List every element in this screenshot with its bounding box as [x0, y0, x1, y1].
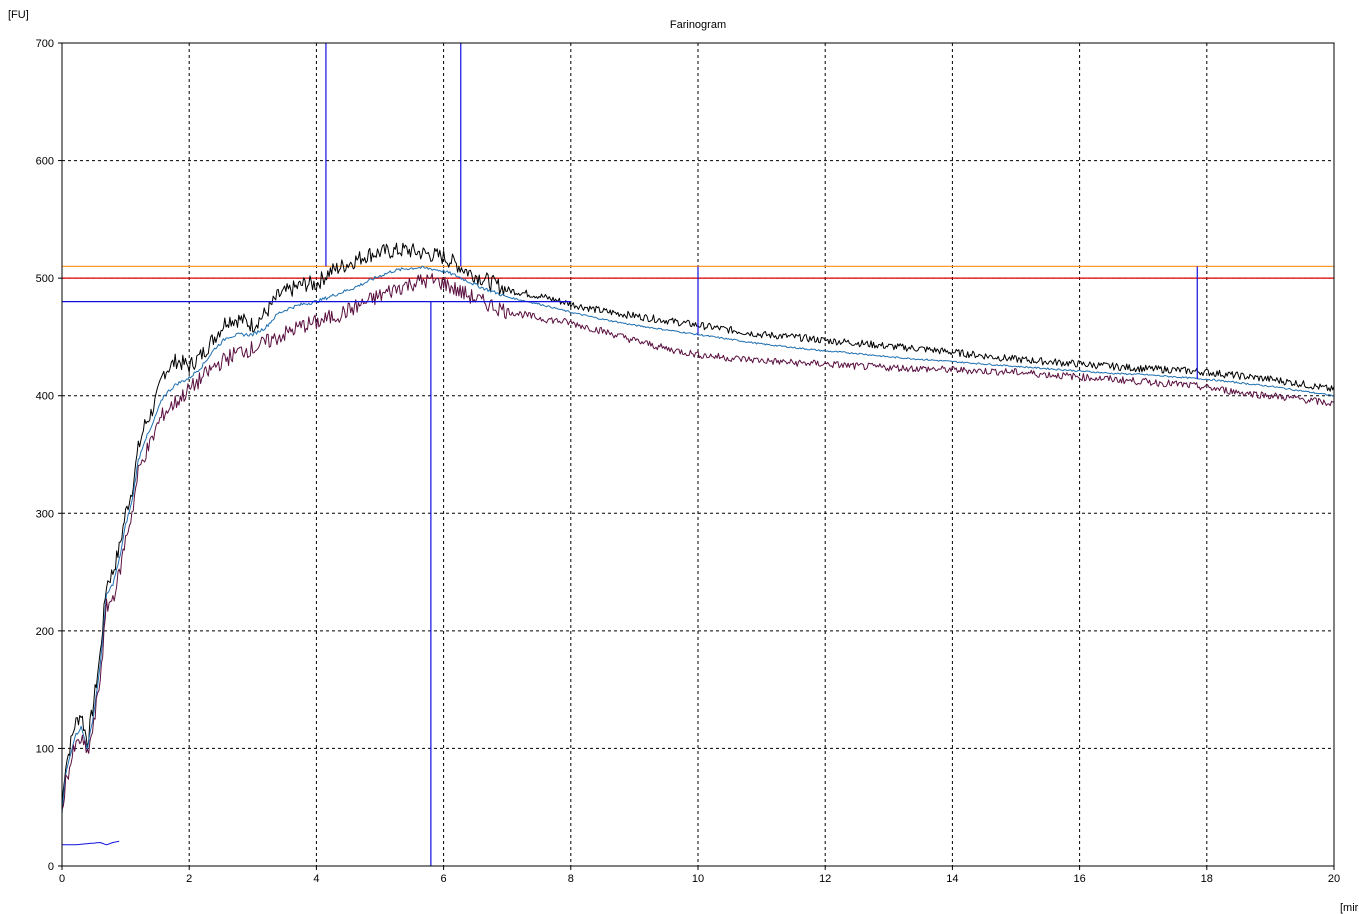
grid-lines: [62, 43, 1334, 866]
y-tick-label: 600: [36, 156, 54, 168]
series-line-marker: [62, 840, 120, 846]
plot-frame: [61, 42, 1335, 867]
x-tick-label: 12: [819, 873, 831, 885]
x-tick-label: 6: [441, 873, 447, 885]
y-axis-label: [FU]: [8, 9, 29, 21]
x-tick-label: 8: [568, 873, 574, 885]
series-line-middle: [61, 265, 1335, 814]
marker-lines: [62, 43, 1198, 866]
x-tick-label: 18: [1201, 873, 1213, 885]
y-tick-label: 300: [36, 508, 54, 520]
x-tick-label: 2: [186, 873, 192, 885]
x-tick-label: 20: [1328, 873, 1340, 885]
series-line-lower: [61, 273, 1335, 810]
y-tick-label: 0: [48, 861, 54, 873]
y-tick-label: 700: [36, 38, 54, 50]
y-tick-label: 400: [36, 391, 54, 403]
x-tick-label: 16: [1073, 873, 1085, 885]
x-tick-label: 14: [946, 873, 958, 885]
x-tick-label: 4: [313, 873, 319, 885]
chart-title: Farinogram: [670, 19, 726, 31]
plot-border: [61, 42, 1335, 867]
x-tick-label: 10: [692, 873, 704, 885]
y-tick-label: 100: [36, 743, 54, 755]
y-tick-label: 200: [36, 626, 54, 638]
x-axis-label: [mir: [1340, 902, 1359, 914]
y-tick-label: 500: [36, 273, 54, 285]
x-tick-label: 0: [59, 873, 65, 885]
